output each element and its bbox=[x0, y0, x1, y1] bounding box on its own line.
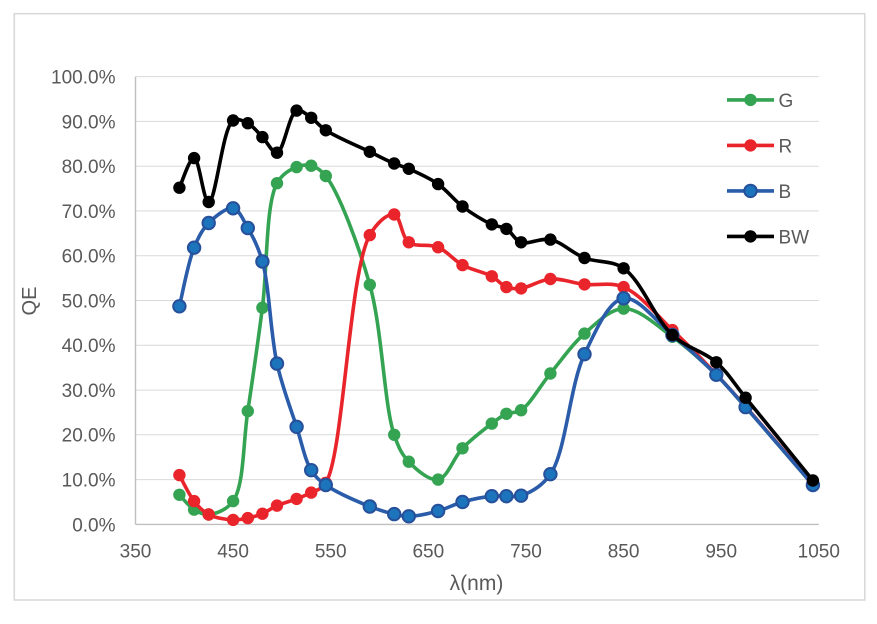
svg-text:100.0%: 100.0% bbox=[51, 68, 116, 89]
svg-text:λ(nm): λ(nm) bbox=[450, 572, 504, 595]
svg-text:20.0%: 20.0% bbox=[62, 426, 116, 447]
svg-text:B: B bbox=[779, 182, 792, 203]
svg-text:70.0%: 70.0% bbox=[62, 202, 116, 223]
svg-text:550: 550 bbox=[315, 542, 347, 563]
svg-text:10.0%: 10.0% bbox=[62, 471, 116, 492]
svg-text:450: 450 bbox=[217, 542, 249, 563]
svg-text:80.0%: 80.0% bbox=[62, 157, 116, 178]
svg-text:90.0%: 90.0% bbox=[62, 112, 116, 133]
svg-text:850: 850 bbox=[608, 542, 640, 563]
svg-text:G: G bbox=[779, 91, 794, 112]
svg-text:0.0%: 0.0% bbox=[72, 515, 115, 536]
svg-text:650: 650 bbox=[412, 542, 444, 563]
svg-text:950: 950 bbox=[705, 542, 737, 563]
svg-text:BW: BW bbox=[779, 227, 810, 248]
svg-text:60.0%: 60.0% bbox=[62, 247, 116, 268]
svg-text:750: 750 bbox=[510, 542, 542, 563]
svg-text:1050: 1050 bbox=[798, 542, 840, 563]
svg-text:QE: QE bbox=[19, 287, 41, 316]
svg-text:40.0%: 40.0% bbox=[62, 336, 116, 357]
svg-text:350: 350 bbox=[120, 542, 152, 563]
svg-text:30.0%: 30.0% bbox=[62, 381, 116, 402]
svg-text:50.0%: 50.0% bbox=[62, 291, 116, 312]
svg-text:R: R bbox=[779, 136, 793, 157]
